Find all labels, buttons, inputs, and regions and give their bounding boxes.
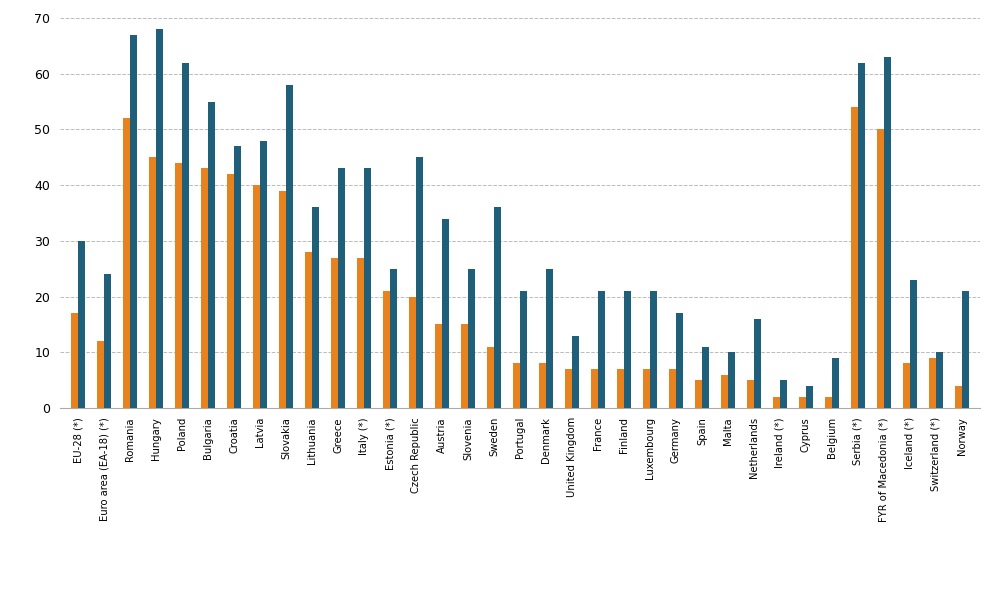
Bar <box>643 369 650 408</box>
Bar <box>754 319 761 408</box>
Bar <box>858 62 865 408</box>
Bar <box>773 397 780 408</box>
Bar <box>598 291 605 408</box>
Bar <box>877 130 884 408</box>
Bar <box>442 218 449 408</box>
Bar <box>487 347 494 408</box>
Bar <box>331 257 338 408</box>
Bar <box>591 369 598 408</box>
Bar <box>617 369 624 408</box>
Bar <box>227 174 234 408</box>
Bar <box>253 185 260 408</box>
Bar <box>962 291 969 408</box>
Bar <box>624 291 631 408</box>
Bar <box>721 374 728 408</box>
Bar <box>695 380 702 408</box>
Bar <box>364 169 371 408</box>
Bar <box>494 208 501 408</box>
Bar <box>175 163 182 408</box>
Bar <box>390 269 397 408</box>
Bar <box>208 101 215 408</box>
Bar <box>305 252 312 408</box>
Bar <box>97 341 104 408</box>
Bar <box>130 35 137 408</box>
Bar <box>468 269 475 408</box>
Bar <box>702 347 709 408</box>
Bar <box>279 191 286 408</box>
Bar <box>312 208 319 408</box>
Bar <box>832 358 839 408</box>
Bar <box>929 358 936 408</box>
Bar <box>520 291 527 408</box>
Bar <box>955 386 962 408</box>
Bar <box>513 364 520 408</box>
Bar <box>435 325 442 408</box>
Bar <box>825 397 832 408</box>
Bar <box>156 29 163 408</box>
Bar <box>851 107 858 408</box>
Bar <box>383 291 390 408</box>
Bar <box>260 140 267 408</box>
Bar <box>357 257 364 408</box>
Bar <box>806 386 813 408</box>
Bar <box>565 369 572 408</box>
Bar <box>149 157 156 408</box>
Bar <box>286 85 293 408</box>
Bar <box>910 280 917 408</box>
Bar <box>78 241 85 408</box>
Bar <box>747 380 754 408</box>
Bar <box>676 313 683 408</box>
Bar <box>234 146 241 408</box>
Bar <box>201 169 208 408</box>
Bar <box>71 313 78 408</box>
Bar <box>546 269 553 408</box>
Bar <box>461 325 468 408</box>
Bar <box>669 369 676 408</box>
Bar <box>409 296 416 408</box>
Bar <box>650 291 657 408</box>
Bar <box>539 364 546 408</box>
Bar <box>572 335 579 408</box>
Bar <box>104 274 111 408</box>
Bar <box>780 380 787 408</box>
Bar <box>338 169 345 408</box>
Bar <box>936 352 943 408</box>
Bar <box>903 364 910 408</box>
Bar <box>799 397 806 408</box>
Bar <box>416 157 423 408</box>
Bar <box>182 62 189 408</box>
Bar <box>884 57 891 408</box>
Bar <box>728 352 735 408</box>
Bar <box>123 118 130 408</box>
